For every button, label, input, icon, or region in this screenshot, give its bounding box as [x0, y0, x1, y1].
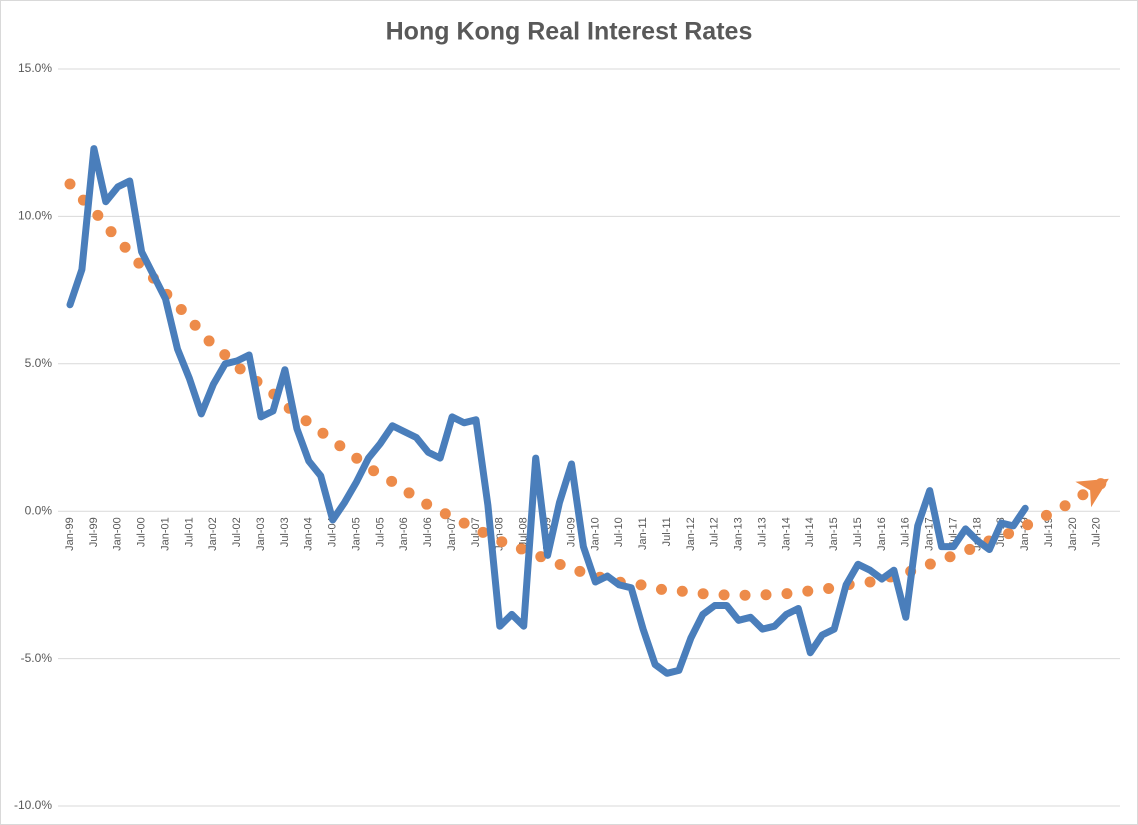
x-tick-label: Jan-02 [207, 517, 219, 551]
x-tick-label: Jan-15 [828, 517, 840, 551]
y-tick-label: 10.0% [18, 209, 52, 223]
x-tick-label: Jul-15 [852, 517, 864, 547]
x-tick-label: Jul-14 [804, 517, 816, 547]
x-tick-label: Jan-06 [398, 517, 410, 551]
x-tick-label: Jul-10 [613, 517, 625, 547]
x-tick-label: Jul-04 [327, 517, 339, 547]
x-tick-label: Jan-03 [255, 517, 267, 551]
chart-title: Hong Kong Real Interest Rates [386, 18, 753, 46]
x-tick-label: Jul-07 [470, 517, 482, 547]
trend-arrow [1075, 478, 1109, 508]
x-tick-label: Jul-06 [422, 517, 434, 547]
x-tick-label: Jan-05 [350, 517, 362, 551]
x-tick-label: Jan-11 [637, 517, 649, 550]
x-tick-label: Jan-13 [733, 517, 745, 551]
x-tick-label: Jan-12 [685, 517, 697, 551]
x-tick-label: Jul-09 [565, 517, 577, 547]
data-line [66, 145, 1029, 677]
x-tick-label: Jan-07 [446, 517, 458, 551]
x-tick-label: Jan-17 [924, 517, 936, 551]
x-tick-label: Jul-20 [1091, 517, 1103, 547]
x-tick-label: Jul-01 [183, 517, 195, 547]
x-tick-label: Jul-13 [756, 517, 768, 547]
trend-line [64, 178, 1115, 601]
y-tick-label: 15.0% [18, 61, 52, 75]
y-tick-label: 5.0% [25, 356, 53, 370]
x-tick-label: Jan-00 [112, 517, 124, 551]
x-tick-label: Jan-10 [589, 517, 601, 551]
x-tick-label: Jan-99 [64, 517, 76, 551]
x-tick-label: Jan-04 [303, 517, 315, 551]
x-tick-label: Jan-14 [780, 517, 792, 551]
x-tick-label: Jan-20 [1067, 517, 1079, 551]
x-tick-label: Jul-02 [231, 517, 243, 547]
x-tick-label: Jul-05 [374, 517, 386, 547]
x-tick-label: Jul-12 [709, 517, 721, 547]
x-tick-label: Jan-16 [876, 517, 888, 551]
y-tick-label: 0.0% [25, 503, 53, 517]
x-tick-label: Jan-01 [159, 517, 171, 551]
x-tick-label: Jul-16 [900, 517, 912, 547]
y-tick-label: -5.0% [21, 651, 53, 665]
x-tick-label: Jul-99 [88, 517, 100, 547]
y-tick-label: -10.0% [14, 798, 52, 812]
x-tick-label: Jul-11 [661, 517, 673, 546]
x-tick-label: Jul-00 [136, 517, 148, 547]
x-tick-label: Jul-03 [279, 517, 291, 547]
x-tick-label: Jul-19 [1043, 517, 1055, 547]
